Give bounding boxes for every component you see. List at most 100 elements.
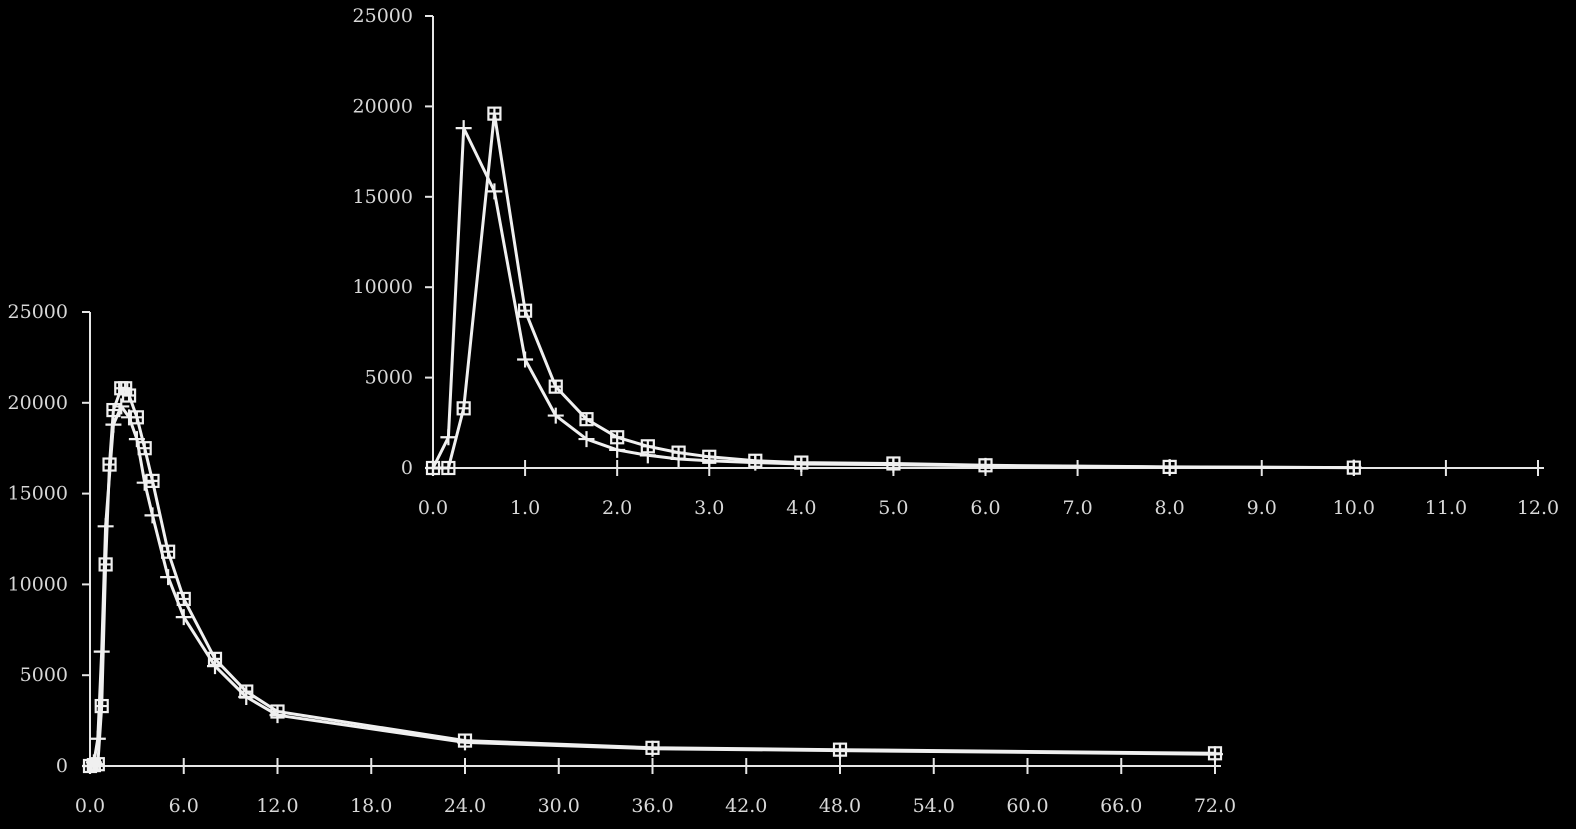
data-point-plus (1207, 746, 1223, 763)
data-point-plus (517, 351, 534, 368)
x-tick-label: 6.0 (970, 497, 1000, 519)
x-tick-label: 12.0 (256, 795, 298, 817)
data-point-plus (1161, 459, 1178, 476)
data-point-plus (793, 456, 810, 473)
series-line-1 (433, 112, 1354, 470)
x-tick-label: 12.0 (1517, 497, 1559, 519)
x-tick-label: 1.0 (510, 497, 540, 519)
marker-cross (177, 592, 190, 605)
data-point-plus (701, 452, 718, 469)
x-tick-label: 42.0 (725, 795, 767, 817)
data-point-plus (160, 569, 177, 586)
data-point-square (145, 473, 160, 488)
data-point-square (121, 388, 137, 403)
data-point-plus (269, 707, 286, 724)
x-tick-label: 0.0 (75, 795, 105, 817)
x-tick-label: 54.0 (913, 795, 955, 817)
x-tick-label: 8.0 (1155, 497, 1185, 519)
data-point-plus (82, 758, 98, 774)
data-point-plus (457, 734, 473, 751)
data-point-plus (144, 507, 161, 524)
marker-cross (549, 380, 562, 393)
y-tick-label: 5000 (20, 664, 68, 686)
marker-cross (138, 442, 151, 455)
y-tick-label: 10000 (8, 573, 68, 595)
y-tick-label: 0 (401, 457, 413, 479)
data-point-square (548, 379, 563, 394)
x-tick-label: 36.0 (631, 795, 673, 817)
data-point-plus (547, 407, 564, 424)
data-point-plus (425, 460, 441, 476)
marker-cross (488, 107, 501, 120)
data-point-square (579, 412, 594, 427)
data-point-plus (486, 183, 503, 200)
main-chart: 0 5000 10000 15000 20000 25000 0.0 6.0 12.0 18.0 2… (8, 301, 1237, 817)
x-tick-label: 3.0 (694, 497, 724, 519)
marker-cross (119, 382, 132, 395)
y-tick-label: 10000 (353, 276, 413, 298)
x-tick-label: 48.0 (819, 795, 861, 817)
x-tick-label: 5.0 (878, 497, 908, 519)
data-point-plus (89, 730, 106, 747)
data-point-square (441, 460, 456, 476)
data-point-plus (97, 518, 114, 535)
data-point-plus (832, 742, 848, 759)
data-point-plus (747, 454, 764, 471)
x-tick-label: 18.0 (350, 795, 392, 817)
data-point-square (456, 401, 471, 416)
data-point-plus (105, 416, 122, 433)
data-point-plus (93, 643, 110, 660)
y-tick-label: 25000 (353, 5, 413, 27)
y-tick-label: 25000 (8, 301, 68, 323)
y-tick-label: 15000 (353, 186, 413, 208)
y-tick-label: 15000 (8, 483, 68, 505)
marker-cross (519, 304, 532, 317)
marker-cross (95, 700, 108, 713)
marker-cross (611, 431, 624, 444)
data-point-plus (136, 474, 153, 491)
series-line-2 (431, 126, 1354, 470)
data-point-square (517, 303, 533, 318)
series-line-2 (88, 404, 1216, 768)
data-point-plus (238, 688, 255, 705)
x-tick-label: 0.0 (418, 497, 448, 519)
x-tick-label: 9.0 (1247, 497, 1277, 519)
marker-cross (162, 545, 175, 558)
y-tick-label: 5000 (365, 367, 413, 389)
x-tick-label: 2.0 (602, 497, 632, 519)
data-point-plus (670, 450, 687, 467)
inset-chart: 0 5000 10000 15000 20000 25000 0.0 1.0 2.0 3.0 4.0… (353, 5, 1560, 519)
y-tick-label: 20000 (8, 392, 68, 414)
data-point-plus (639, 447, 656, 464)
data-point-plus (207, 658, 223, 675)
y-tick-label: 0 (56, 755, 68, 777)
x-tick-label: 72.0 (1194, 795, 1236, 817)
data-point-plus (128, 431, 145, 448)
data-point-plus (578, 431, 595, 448)
data-point-plus (121, 409, 138, 426)
marker-cross (457, 402, 470, 415)
marker-cross (442, 462, 455, 474)
data-point-plus (644, 740, 661, 757)
marker-cross (123, 389, 136, 402)
x-tick-label: 7.0 (1062, 497, 1092, 519)
data-point-plus (113, 398, 130, 415)
data-point-plus (455, 120, 472, 137)
x-tick-label: 24.0 (444, 795, 486, 817)
x-tick-label: 60.0 (1006, 795, 1048, 817)
data-point-plus (440, 429, 457, 446)
data-point-square (487, 106, 502, 121)
data-point-square (118, 381, 133, 396)
data-point-square (94, 698, 109, 714)
y-tick-label: 20000 (353, 95, 413, 117)
marker-cross (580, 413, 593, 426)
x-tick-label: 11.0 (1425, 497, 1467, 519)
series-line-1 (89, 386, 1216, 768)
x-tick-label: 4.0 (786, 497, 816, 519)
data-point-plus (885, 456, 902, 473)
x-tick-label: 66.0 (1100, 795, 1142, 817)
data-point-plus (85, 754, 102, 771)
x-tick-label: 30.0 (538, 795, 580, 817)
data-point-plus (175, 609, 192, 626)
